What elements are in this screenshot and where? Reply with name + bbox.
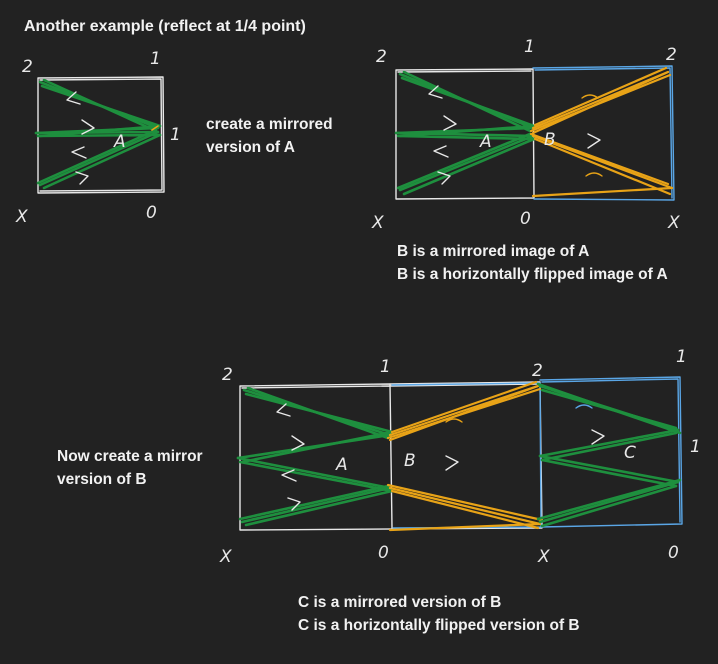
arrow-mark xyxy=(291,435,305,451)
corner-label-2: 2 xyxy=(666,45,677,65)
corner-label-x: X xyxy=(537,547,550,567)
squiggle-mark xyxy=(445,418,463,423)
label-a: A xyxy=(113,132,126,152)
arrow-mark xyxy=(445,455,459,471)
corner-label-x: X xyxy=(371,213,384,233)
caption-line: B is a mirrored image of A xyxy=(397,243,590,260)
arrow-mark xyxy=(281,469,297,482)
diagram-ab: A B 2 1 2 X 0 X xyxy=(371,37,680,233)
arrow-mark xyxy=(437,171,451,185)
zigzag-path-a xyxy=(394,70,536,196)
caption-create-mirror-b: Now create a mirror version of B xyxy=(57,445,203,491)
corner-label-0: 0 xyxy=(146,203,157,223)
caption-line: version of A xyxy=(206,139,295,156)
caption-line: C is a horizontally flipped version of B xyxy=(298,617,580,634)
corner-label-x: X xyxy=(667,213,680,233)
label-b: B xyxy=(404,451,416,471)
page-title: Another example (reflect at 1/4 point) xyxy=(24,18,306,35)
caption-c-mirrored-b: C is a mirrored version of B C is a hori… xyxy=(298,591,580,637)
corner-label-0: 0 xyxy=(378,543,389,563)
caption-create-mirror-a: create a mirrored version of A xyxy=(206,113,333,159)
corner-label-0: 0 xyxy=(520,209,531,229)
caption-b-mirrored-a: B is a mirrored image of A B is a horizo… xyxy=(397,240,668,286)
arrow-mark xyxy=(428,85,443,99)
box-a-outline xyxy=(37,76,165,194)
caption-line: B is a horizontally flipped image of A xyxy=(397,266,668,283)
corner-label-x: X xyxy=(15,207,28,227)
arrow-mark xyxy=(66,91,81,105)
corner-label-2: 2 xyxy=(532,361,543,381)
label-a: A xyxy=(479,132,492,152)
side-label-1: 1 xyxy=(170,125,181,145)
arrow-mark xyxy=(587,133,601,149)
corner-label-2: 2 xyxy=(376,47,387,67)
corner-label-1: 1 xyxy=(676,347,687,367)
corner-label-0: 0 xyxy=(668,543,679,563)
corner-label-2: 2 xyxy=(222,365,233,385)
arrow-mark xyxy=(71,146,87,159)
diagram-a: A 2 1 1 X 0 xyxy=(15,49,181,227)
label-a: A xyxy=(335,455,348,475)
tick-mark xyxy=(151,125,159,131)
corner-label-1: 1 xyxy=(380,357,391,377)
corner-label-x: X xyxy=(219,547,232,567)
arrow-mark xyxy=(276,403,291,417)
box-b-outline xyxy=(532,65,675,201)
zigzag-path-b xyxy=(386,380,544,532)
arrow-mark xyxy=(433,145,449,158)
arrow-mark xyxy=(81,119,95,135)
caption-line: create a mirrored xyxy=(206,116,333,133)
zigzag-path-a xyxy=(236,386,394,527)
zigzag-path-a xyxy=(34,78,162,190)
label-c: C xyxy=(624,443,636,463)
arrow-mark xyxy=(75,171,89,185)
corner-label-1: 1 xyxy=(524,37,535,57)
zigzag-path-b xyxy=(529,66,674,198)
box-ab-outline xyxy=(239,381,543,531)
squiggle-mark xyxy=(575,404,593,409)
diagram-abc: A B C 2 1 2 1 1 X 0 X 0 xyxy=(219,347,701,567)
squiggle-mark xyxy=(581,94,599,99)
arrow-mark xyxy=(591,429,605,445)
squiggle-mark xyxy=(585,172,603,177)
caption-line: version of B xyxy=(57,471,147,488)
corner-label-1: 1 xyxy=(150,49,161,69)
side-label-1: 1 xyxy=(690,437,701,457)
box-c-outline xyxy=(539,376,683,528)
box-a-outline xyxy=(395,68,535,200)
arrow-mark xyxy=(287,497,301,511)
label-b: B xyxy=(544,130,556,150)
corner-label-2: 2 xyxy=(22,57,33,77)
caption-line: C is a mirrored version of B xyxy=(298,594,502,611)
zigzag-path-c xyxy=(536,382,682,528)
caption-line: Now create a mirror xyxy=(57,448,203,465)
arrow-mark xyxy=(443,115,457,131)
